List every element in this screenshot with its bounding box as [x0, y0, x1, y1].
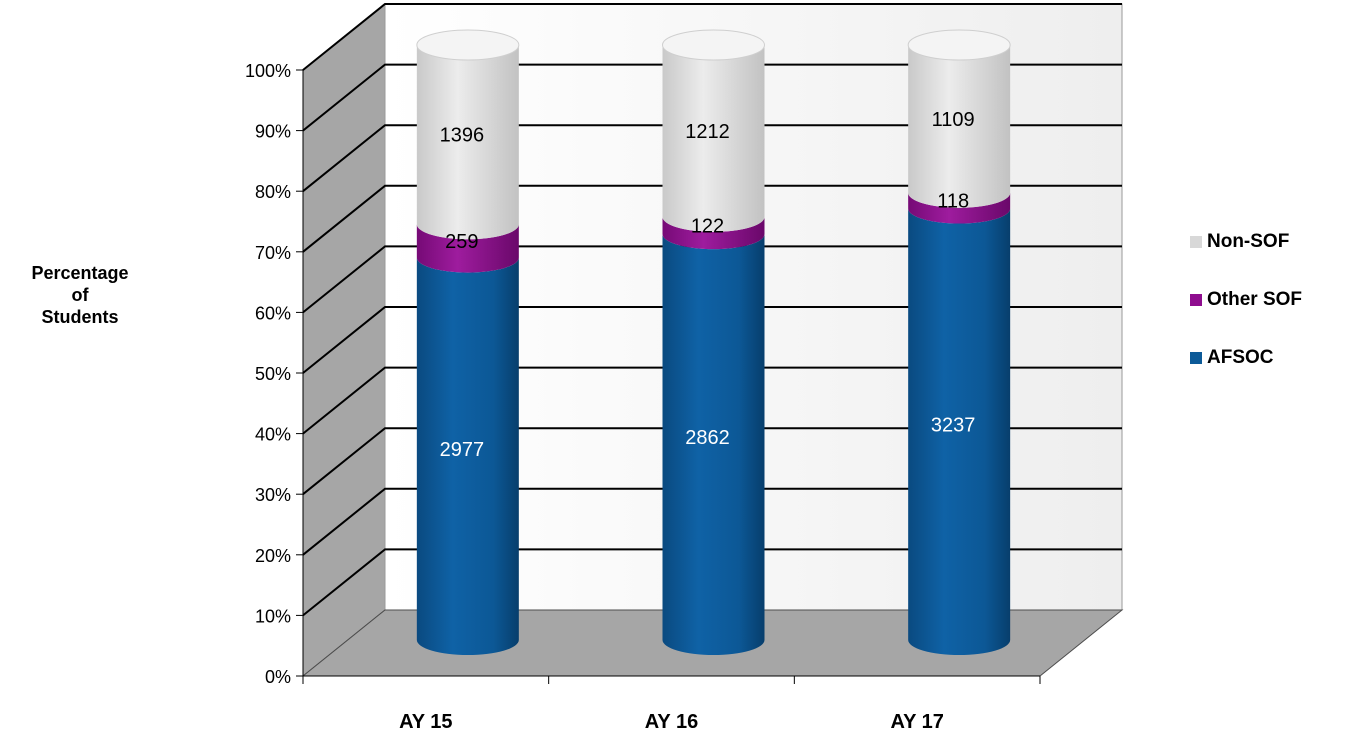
- x-tick-label-ay-16: AY 16: [645, 711, 698, 732]
- y-tick-label: 30%: [255, 485, 291, 505]
- legend-label-non-sof: Non-SOF: [1207, 231, 1290, 252]
- gridline: [302, 487, 1122, 556]
- data-label-afsoc-ay-16: 2862: [685, 427, 730, 449]
- data-label-other-sof-ay-15: 259: [445, 231, 478, 253]
- y-axis-ticks: 0% 10% 20% 30% 40% 50% 60% 70% 80% 90% 100%: [245, 61, 304, 687]
- gridline: [302, 548, 1122, 617]
- gridline: [302, 124, 1122, 192]
- legend-item-non-sof: Non-SOF: [1190, 230, 1340, 254]
- legend: Non-SOF Other SOF AFSOC: [1190, 230, 1340, 404]
- legend-swatch-other-sof: [1190, 294, 1202, 306]
- x-tick-label-ay-17: AY 17: [890, 711, 943, 732]
- x-axis-ticks: AY 15 AY 16 AY 17: [302, 675, 1041, 732]
- y-axis-title-line-2: of: [71, 285, 89, 305]
- bar-non-sof-ay-17: [908, 45, 1011, 208]
- legend-swatch-afsoc: [1190, 352, 1202, 364]
- y-axis-title-line-1: Percentage: [31, 263, 129, 283]
- bar-top-cap-ay-17: [907, 29, 1011, 61]
- gridline: [302, 366, 1122, 435]
- y-tick-label: 0%: [265, 667, 291, 687]
- gridline: [302, 306, 1122, 374]
- data-label-other-sof-ay-17: 118: [937, 191, 969, 213]
- bar-afsoc-ay-16: [662, 234, 765, 655]
- bar-non-sof-ay-15: [416, 45, 519, 240]
- legend-label-afsoc: AFSOC: [1207, 347, 1274, 368]
- data-label-afsoc-ay-17: 3237: [931, 414, 976, 436]
- y-axis-title-line-3: Students: [41, 307, 119, 327]
- y-tick-label: 80%: [255, 182, 291, 202]
- legend-item-other-sof: Other SOF: [1190, 288, 1340, 312]
- bar-other-sof-ay-15: [416, 224, 519, 273]
- data-label-other-sof-ay-16: 122: [691, 216, 724, 238]
- bar-afsoc-ay-17: [908, 208, 1011, 655]
- gridline: [302, 3, 1122, 71]
- data-label-non-sof-ay-17: 1109: [932, 109, 975, 131]
- y-tick-label: 100%: [245, 61, 291, 81]
- y-axis-title: Percentage of Students: [0, 262, 160, 328]
- legend-swatch-non-sof: [1190, 236, 1202, 248]
- y-tick-label: 10%: [255, 606, 291, 626]
- legend-item-afsoc: AFSOC: [1190, 346, 1340, 370]
- bar-group-ay-16: 2862 122 1212: [662, 29, 765, 655]
- data-label-non-sof-ay-16: 1212: [685, 121, 730, 143]
- bar-group-ay-17: 3237 118 1109: [907, 29, 1011, 655]
- gridline: [302, 184, 1122, 253]
- bar-other-sof-ay-16: [662, 216, 765, 250]
- y-tick-label: 50%: [255, 364, 291, 384]
- bar-non-sof-ay-16: [662, 45, 765, 232]
- bars: 2977 259 1396 2862 122 1212 3237 118 1109: [416, 29, 1011, 655]
- gridline: [302, 427, 1122, 495]
- legend-label-other-sof: Other SOF: [1207, 289, 1303, 310]
- y-tick-label: 60%: [255, 303, 291, 323]
- bar-other-sof-ay-17: [908, 192, 1011, 224]
- data-label-non-sof-ay-15: 1396: [440, 125, 485, 147]
- y-tick-label: 20%: [255, 546, 291, 566]
- gridlines: [302, 3, 1122, 617]
- y-tick-label: 40%: [255, 425, 291, 445]
- bar-group-ay-15: 2977 259 1396: [416, 29, 520, 655]
- y-tick-label: 70%: [255, 243, 291, 263]
- data-label-afsoc-ay-15: 2977: [440, 439, 485, 461]
- bar-top-cap-ay-16: [662, 29, 765, 61]
- gridline: [302, 245, 1122, 314]
- y-tick-label: 90%: [255, 122, 291, 142]
- x-tick-label-ay-15: AY 15: [399, 711, 452, 732]
- bar-afsoc-ay-15: [416, 257, 519, 655]
- gridline: [302, 63, 1122, 132]
- bar-top-cap-ay-15: [416, 29, 520, 61]
